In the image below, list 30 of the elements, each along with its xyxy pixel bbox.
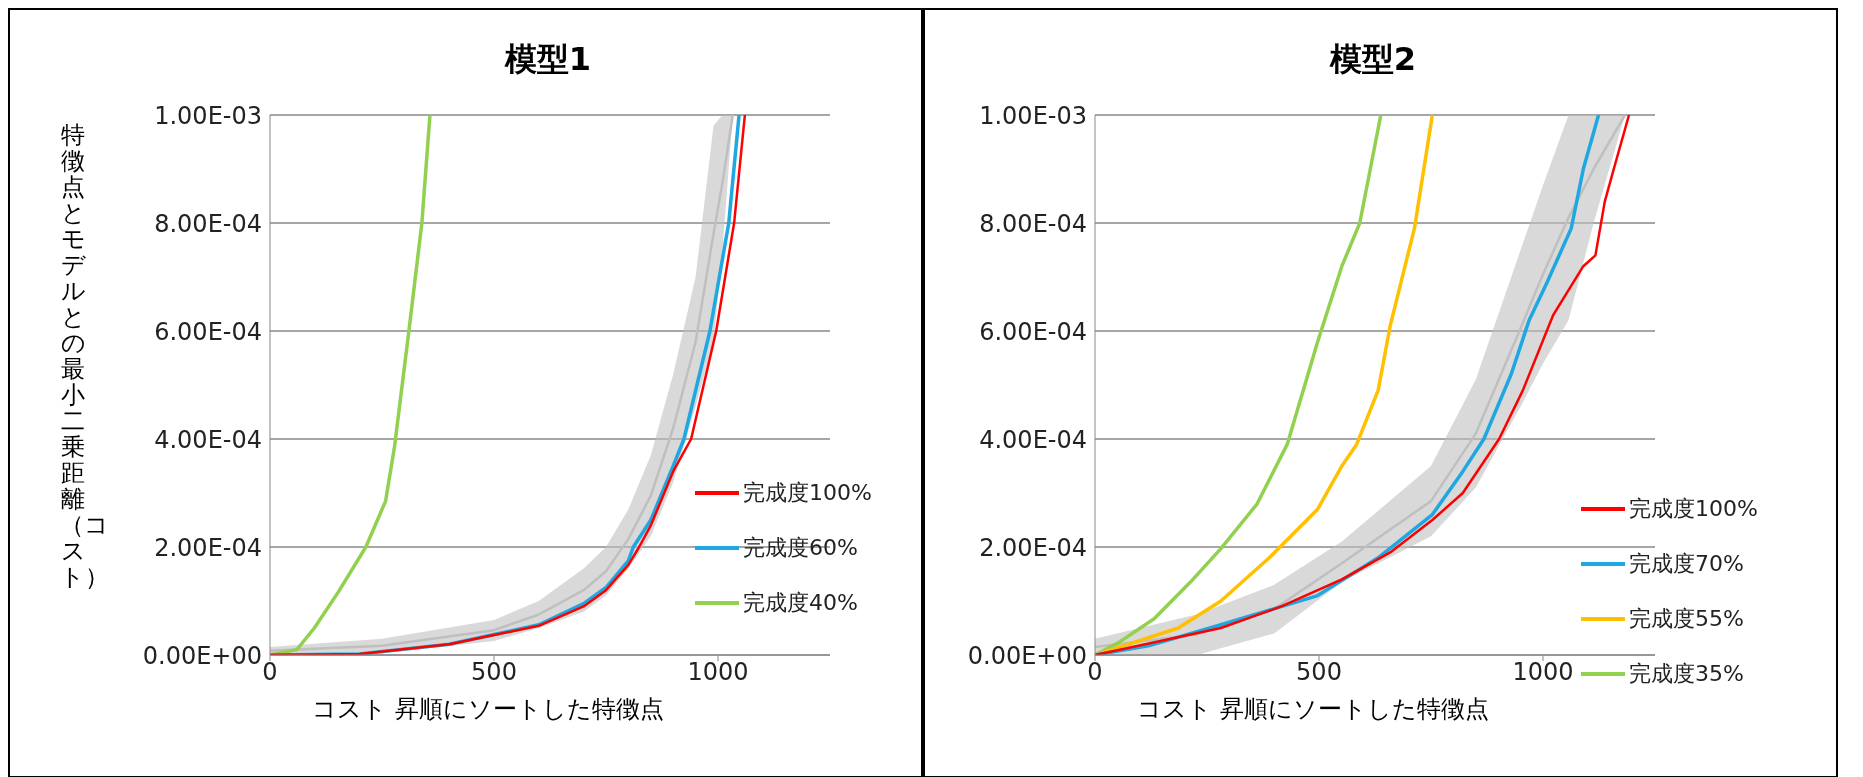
y-tick-label: 8.00E-04 bbox=[154, 209, 262, 238]
legend-label: 完成度40% bbox=[743, 588, 858, 617]
y-tick-label: 1.00E-03 bbox=[979, 101, 1087, 130]
y-tick-label: 8.00E-04 bbox=[979, 209, 1087, 238]
legend-label: 完成度70% bbox=[1629, 549, 1744, 578]
legend-label: 完成度100% bbox=[743, 478, 872, 507]
y-tick-label: 1.00E-03 bbox=[154, 101, 262, 130]
y-tick-label: 4.00E-04 bbox=[979, 425, 1087, 454]
y-tick-label: 2.00E-04 bbox=[979, 533, 1087, 562]
x-tick-label: 1000 bbox=[1512, 658, 1574, 687]
x-axis-title: コスト 昇順にソートした特徴点 bbox=[1136, 694, 1490, 725]
y-tick-label: 6.00E-04 bbox=[979, 317, 1087, 346]
chart-title: 模型1 bbox=[503, 39, 593, 80]
chart-title: 模型2 bbox=[1328, 39, 1418, 80]
x-tick-label: 0 bbox=[1087, 658, 1103, 687]
x-axis-title: コスト 昇順にソートした特徴点 bbox=[311, 694, 665, 725]
legend-label: 完成度35% bbox=[1629, 659, 1744, 688]
text: 特徴点とモデルとの最小二乗距離（コスト） bbox=[60, 121, 109, 591]
legend-label: 完成度55% bbox=[1629, 604, 1744, 633]
x-tick-label: 500 bbox=[471, 658, 517, 687]
x-tick-label: 0 bbox=[262, 658, 278, 687]
y-tick-label: 6.00E-04 bbox=[154, 317, 262, 346]
x-tick-label: 1000 bbox=[687, 658, 749, 687]
y-tick-label: 0.00E+00 bbox=[967, 641, 1087, 670]
legend-label: 完成度100% bbox=[1629, 494, 1758, 523]
x-tick-label: 500 bbox=[1296, 658, 1342, 687]
legend-label: 完成度60% bbox=[743, 533, 858, 562]
y-tick-label: 0.00E+00 bbox=[142, 641, 262, 670]
y-tick-label: 2.00E-04 bbox=[154, 533, 262, 562]
y-tick-label: 4.00E-04 bbox=[154, 425, 262, 454]
